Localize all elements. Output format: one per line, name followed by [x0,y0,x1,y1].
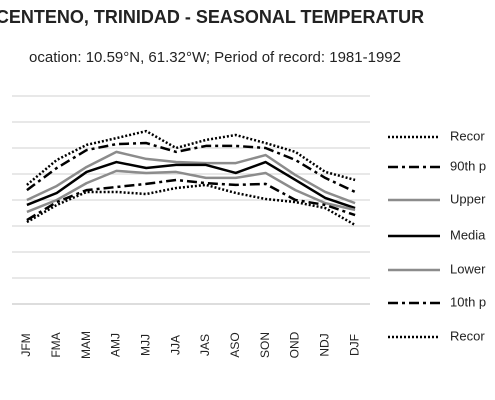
series-line [26,150,356,205]
x-tick-label: JAS [198,334,212,356]
series-line [26,141,356,194]
legend-label: Media [450,227,486,242]
series-line [26,169,356,214]
x-tick-label: AMJ [109,333,123,357]
x-tick-label: DJF [347,334,361,356]
x-tick-label: NDJ [317,333,331,356]
chart-subtitle: ocation: 10.59°N, 61.32°W; Period of rec… [29,49,401,66]
x-tick-label: FMA [49,332,63,357]
legend-label: Recor [450,128,485,143]
legend-label: 90th p [450,158,486,173]
x-tick-label: MJJ [138,334,152,356]
series-line [26,183,356,227]
x-tick-label: SON [258,332,272,358]
legend-label: Upper [450,191,486,206]
chart-title: CENTENO, TRINIDAD - SEASONAL TEMPERATUR [0,7,424,27]
x-tick-label: ASO [228,332,242,357]
legend-label: Recor [450,328,485,343]
legend-label: Lower [450,261,486,276]
legend-label: 10th p [450,294,486,309]
x-tick-label: JFM [19,333,33,356]
x-tick-label: JJA [168,335,182,355]
series-line [26,160,356,210]
x-tick-label: MAM [79,331,93,359]
x-tick-label: OND [288,331,302,358]
series-line [26,178,356,222]
series-line [26,129,356,186]
